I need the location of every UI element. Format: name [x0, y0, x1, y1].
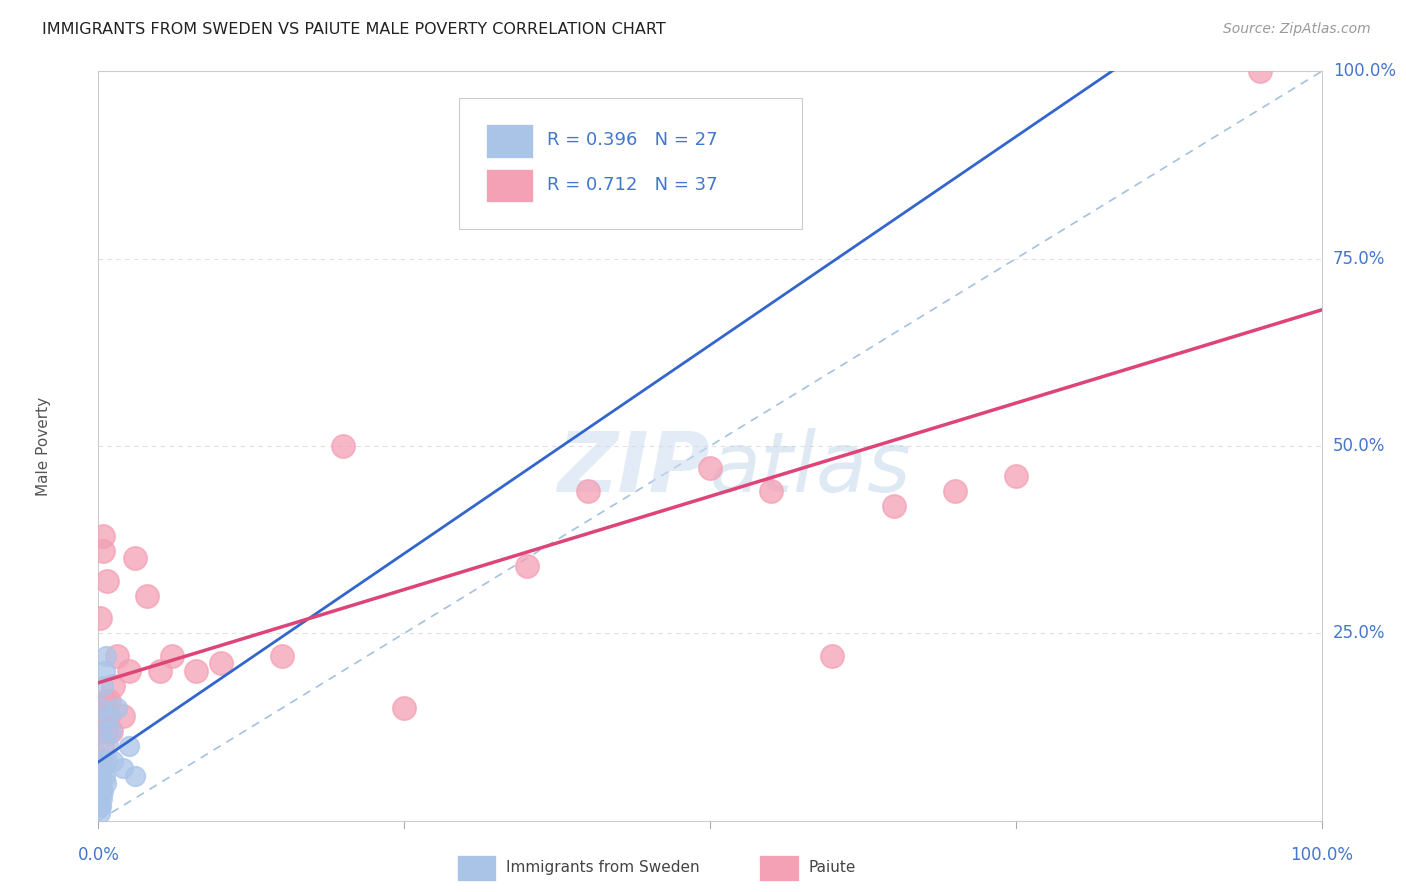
Point — [90, 701, 112, 715]
Point — [90, 701, 112, 715]
Point — [270, 648, 294, 663]
Point — [1004, 469, 1026, 483]
Point — [91, 544, 114, 558]
Text: 75.0%: 75.0% — [1333, 250, 1385, 268]
Text: R = 0.396   N = 27: R = 0.396 N = 27 — [547, 131, 718, 149]
Point — [111, 761, 134, 775]
Point — [118, 739, 141, 753]
Point — [821, 648, 844, 663]
Point — [89, 798, 111, 813]
Point — [160, 648, 183, 663]
Text: 100.0%: 100.0% — [1291, 846, 1353, 863]
Point — [89, 611, 111, 625]
Point — [98, 694, 121, 708]
Point — [96, 574, 118, 588]
Point — [105, 701, 128, 715]
Text: ZIP: ZIP — [557, 428, 710, 509]
Point — [118, 664, 141, 678]
Text: Male Poverty: Male Poverty — [37, 396, 51, 496]
Point — [883, 499, 905, 513]
Point — [136, 589, 159, 603]
Point — [515, 558, 537, 573]
Point — [149, 664, 172, 678]
Point — [124, 769, 146, 783]
Text: 25.0%: 25.0% — [1333, 624, 1385, 642]
Point — [93, 708, 115, 723]
Point — [91, 791, 114, 805]
Text: Source: ZipAtlas.com: Source: ZipAtlas.com — [1223, 22, 1371, 37]
Point — [91, 723, 114, 738]
Point — [186, 664, 208, 678]
Point — [91, 776, 114, 790]
Point — [90, 798, 112, 813]
Point — [101, 754, 124, 768]
Point — [576, 483, 599, 498]
Point — [90, 769, 112, 783]
Point — [91, 679, 114, 693]
Point — [97, 739, 120, 753]
Point — [89, 791, 111, 805]
Text: 50.0%: 50.0% — [1333, 437, 1385, 455]
Point — [111, 708, 134, 723]
Point — [94, 723, 117, 738]
Bar — [486, 124, 533, 158]
Point — [124, 551, 146, 566]
Point — [209, 657, 232, 671]
Point — [89, 806, 111, 821]
Point — [98, 708, 121, 723]
Point — [101, 679, 124, 693]
Text: IMMIGRANTS FROM SWEDEN VS PAIUTE MALE POVERTY CORRELATION CHART: IMMIGRANTS FROM SWEDEN VS PAIUTE MALE PO… — [42, 22, 666, 37]
Point — [96, 754, 118, 768]
Point — [761, 483, 783, 498]
Text: atlas: atlas — [710, 428, 911, 509]
Point — [105, 648, 128, 663]
Text: 0.0%: 0.0% — [77, 846, 120, 863]
Point — [90, 783, 112, 797]
Point — [91, 761, 114, 775]
Point — [91, 783, 114, 797]
Point — [93, 769, 115, 783]
Point — [1249, 64, 1271, 78]
Point — [91, 529, 114, 543]
FancyBboxPatch shape — [460, 97, 801, 228]
Point — [91, 739, 114, 753]
Point — [943, 483, 966, 498]
Point — [97, 708, 120, 723]
Point — [91, 716, 114, 731]
Point — [100, 723, 122, 738]
Point — [93, 664, 115, 678]
Point — [94, 776, 117, 790]
Point — [94, 648, 117, 663]
Text: 100.0%: 100.0% — [1333, 62, 1396, 80]
Text: Paiute: Paiute — [808, 861, 856, 875]
Point — [100, 723, 122, 738]
Point — [90, 754, 112, 768]
Text: Immigrants from Sweden: Immigrants from Sweden — [506, 861, 700, 875]
Point — [332, 439, 354, 453]
Point — [89, 723, 111, 738]
Point — [392, 701, 416, 715]
Bar — [486, 169, 533, 202]
Text: R = 0.712   N = 37: R = 0.712 N = 37 — [547, 177, 718, 194]
Point — [91, 754, 114, 768]
Point — [699, 461, 721, 475]
Point — [93, 694, 115, 708]
